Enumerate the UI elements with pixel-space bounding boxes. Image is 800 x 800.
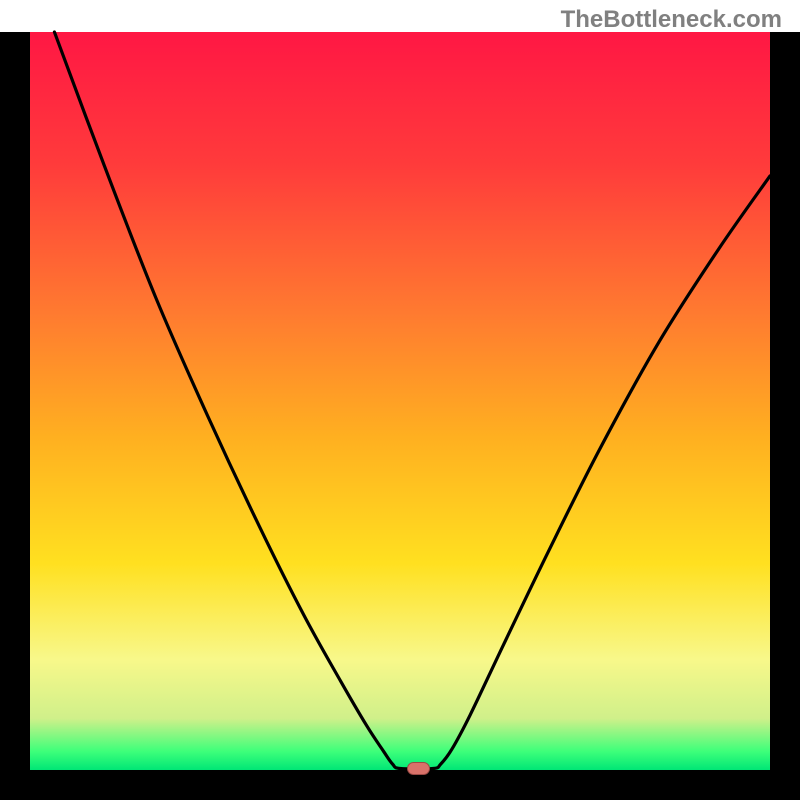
watermark-text: TheBottleneck.com	[561, 6, 782, 34]
bottleneck-curve-chart	[0, 0, 800, 800]
plot-background	[30, 32, 770, 770]
minimum-marker	[408, 763, 430, 775]
chart-container: TheBottleneck.com	[0, 0, 800, 800]
